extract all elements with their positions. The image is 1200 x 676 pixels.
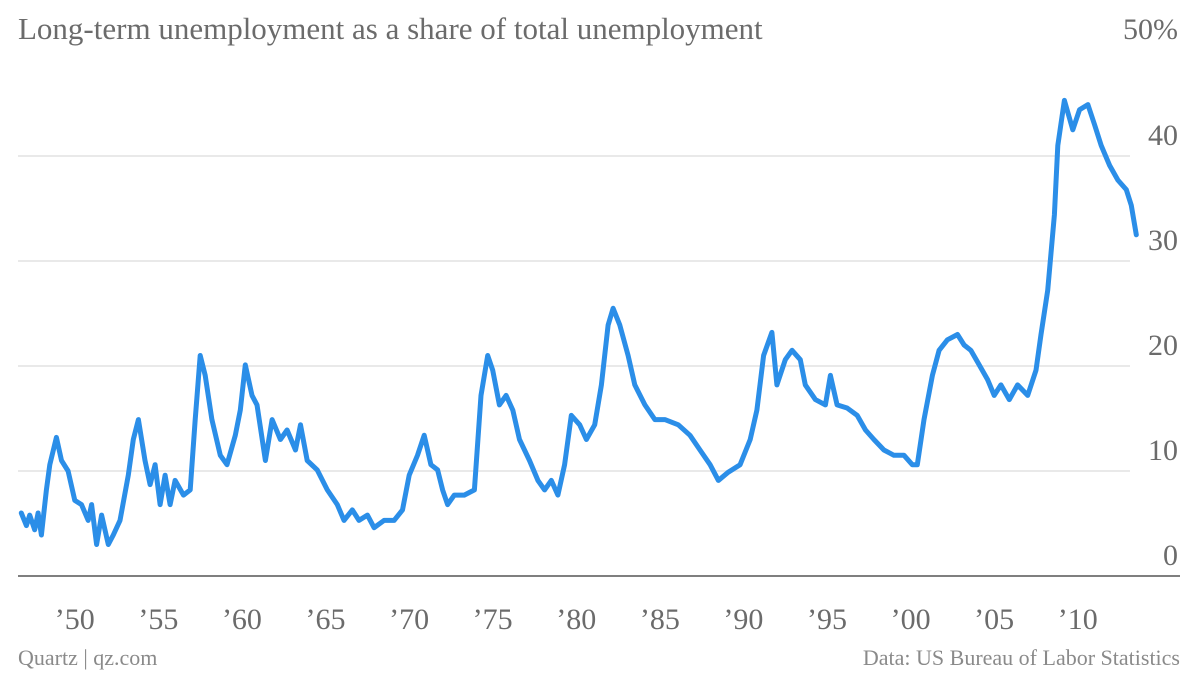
y-tick-label: 30	[1148, 224, 1178, 257]
x-tick-label: ’55	[138, 603, 178, 636]
chart-title: Long-term unemployment as a share of tot…	[18, 11, 763, 46]
x-tick-label: ’90	[723, 603, 763, 636]
x-tick-label: ’75	[473, 603, 513, 636]
x-tick-label: ’10	[1058, 603, 1098, 636]
x-tick-label: ’50	[55, 603, 95, 636]
x-tick-label: ’00	[891, 603, 931, 636]
y-tick-label: 10	[1148, 434, 1178, 467]
footer-source-right: Data: US Bureau of Labor Statistics	[863, 645, 1180, 670]
y-tick-label: 50%	[1123, 13, 1178, 46]
x-tick-label: ’95	[807, 603, 847, 636]
y-tick-label: 0	[1163, 539, 1178, 572]
y-tick-label: 40	[1148, 119, 1178, 152]
footer-source-left: Quartz | qz.com	[18, 645, 157, 670]
x-tick-label: ’05	[974, 603, 1014, 636]
data-line	[18, 97, 1139, 547]
x-tick-label: ’65	[306, 603, 346, 636]
x-tick-label: ’85	[640, 603, 680, 636]
x-tick-label: ’80	[556, 603, 596, 636]
x-tick-label: ’70	[389, 603, 429, 636]
x-tick-label: ’60	[222, 603, 262, 636]
y-tick-label: 20	[1148, 329, 1178, 362]
